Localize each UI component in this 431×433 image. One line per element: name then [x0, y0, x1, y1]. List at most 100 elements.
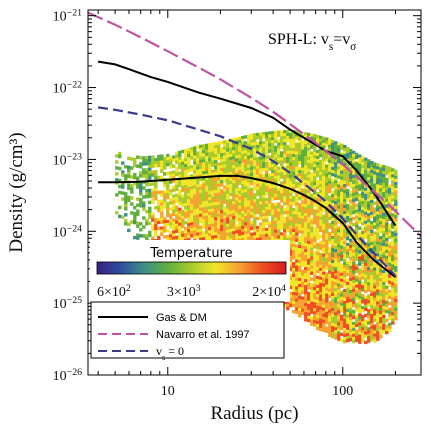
- scatter-cell: [340, 302, 344, 307]
- scatter-cell: [274, 145, 278, 150]
- scatter-cell: [346, 302, 350, 307]
- scatter-cell: [388, 223, 392, 228]
- scatter-cell: [331, 197, 335, 201]
- scatter-cell: [352, 210, 356, 215]
- scatter-cell: [202, 213, 206, 217]
- scatter-cell: [364, 253, 368, 258]
- scatter-cell: [190, 165, 194, 169]
- scatter-cell: [163, 223, 167, 227]
- scatter-cell: [394, 268, 398, 273]
- scatter-cell: [373, 330, 377, 334]
- scatter-cell: [382, 327, 386, 331]
- scatter-cell: [346, 149, 350, 154]
- scatter-cell: [118, 151, 122, 156]
- scatter-cell: [352, 264, 356, 269]
- scatter-cell: [286, 129, 290, 134]
- scatter-cell: [319, 216, 323, 221]
- scatter-cell: [277, 148, 281, 152]
- scatter-cell: [244, 228, 248, 232]
- scatter-cell: [130, 175, 134, 179]
- scatter-cell: [238, 148, 242, 153]
- scatter-cell: [355, 296, 359, 301]
- scatter-cell: [325, 197, 329, 201]
- scatter-cell: [373, 246, 377, 250]
- scatter-cell: [262, 231, 266, 235]
- scatter-cell: [301, 230, 305, 234]
- scatter-cell: [313, 266, 317, 270]
- scatter-cell: [238, 178, 242, 183]
- scatter-cell: [184, 191, 188, 195]
- scatter-cell: [118, 154, 122, 159]
- scatter-cell: [364, 208, 368, 213]
- y-tick-label: 10−26: [53, 367, 82, 385]
- scatter-cell: [205, 176, 209, 181]
- scatter-cell: [379, 242, 383, 246]
- scatter-cell: [349, 328, 353, 333]
- scatter-cell: [217, 150, 221, 154]
- scatter-cell: [295, 298, 299, 302]
- scatter-cell: [238, 142, 242, 147]
- scatter-cell: [394, 286, 398, 291]
- scatter-cell: [376, 337, 380, 341]
- scatter-cell: [280, 133, 284, 137]
- scatter-cell: [280, 199, 284, 203]
- scatter-cell: [322, 310, 326, 315]
- scatter-cell: [271, 218, 275, 222]
- scatter-cell: [388, 322, 392, 327]
- scatter-cell: [232, 222, 236, 226]
- scatter-cell: [382, 219, 386, 223]
- scatter-cell: [364, 283, 368, 288]
- scatter-cell: [277, 157, 281, 161]
- scatter-cell: [262, 168, 266, 172]
- scatter-cell: [199, 228, 203, 233]
- scatter-cell: [316, 305, 320, 310]
- scatter-cell: [295, 205, 299, 209]
- scatter-cell: [379, 290, 383, 294]
- scatter-cell: [325, 317, 329, 321]
- scatter-cell: [274, 163, 278, 168]
- scatter-cell: [235, 200, 239, 204]
- scatter-cell: [319, 210, 323, 215]
- scatter-cell: [325, 230, 329, 234]
- scatter-cell: [151, 224, 155, 228]
- scatter-cell: [382, 186, 386, 190]
- scatter-cell: [394, 223, 398, 228]
- scatter-cell: [166, 192, 170, 197]
- scatter-cell: [181, 197, 185, 202]
- scatter-cell: [244, 147, 248, 151]
- scatter-cell: [316, 221, 320, 226]
- scatter-cell: [190, 156, 194, 160]
- scatter-cell: [142, 186, 146, 190]
- scatter-cell: [346, 278, 350, 283]
- scatter-cell: [307, 294, 311, 299]
- scatter-cell: [283, 154, 287, 158]
- scatter-cell: [196, 235, 200, 239]
- scatter-cell: [358, 196, 362, 200]
- scatter-cell: [307, 150, 311, 155]
- scatter-cell: [151, 236, 155, 240]
- scatter-cell: [388, 199, 392, 204]
- scatter-cell: [343, 325, 347, 329]
- scatter-cell: [229, 234, 233, 239]
- scatter-cell: [322, 166, 326, 171]
- scatter-cell: [202, 177, 206, 181]
- scatter-cell: [283, 217, 287, 221]
- scatter-cell: [196, 205, 200, 209]
- scatter-cell: [241, 177, 245, 182]
- scatter-cell: [391, 252, 395, 256]
- scatter-cell: [214, 196, 218, 200]
- scatter-cell: [169, 207, 173, 211]
- scatter-cell: [220, 177, 224, 181]
- scatter-cell: [328, 333, 332, 338]
- scatter-cell: [349, 238, 353, 243]
- scatter-cell: [361, 168, 365, 172]
- scatter-cell: [319, 255, 323, 260]
- scatter-cell: [304, 231, 308, 235]
- scatter-cell: [151, 218, 155, 222]
- scatter-cell: [202, 186, 206, 190]
- scatter-cell: [217, 237, 221, 241]
- scatter-cell: [247, 206, 251, 210]
- scatter-cell: [358, 208, 362, 212]
- scatter-cell: [295, 163, 299, 167]
- scatter-cell: [268, 233, 272, 237]
